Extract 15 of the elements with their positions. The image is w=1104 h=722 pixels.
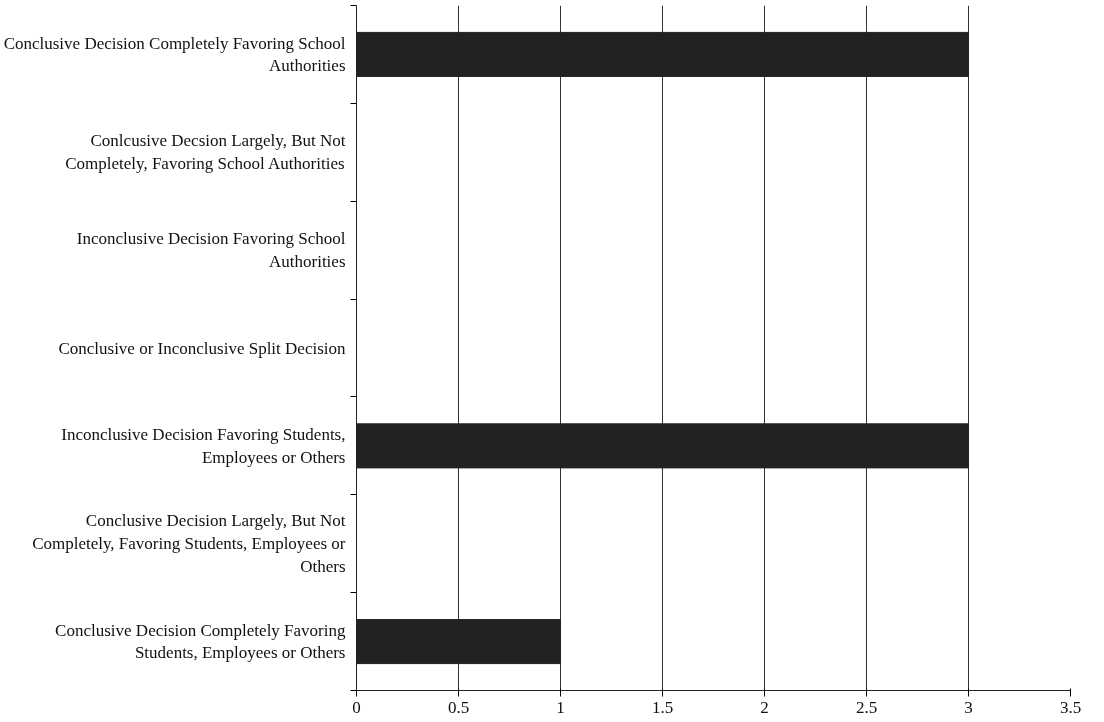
y-tick-label: Conclusive Decision Completely Favoring Students, Employees or Others: [55, 620, 346, 663]
y-tick-label: Conclusive Decision Completely Favoring School Authorities: [3, 33, 346, 76]
x-tick-label: 3: [964, 697, 973, 717]
x-tick-label: 3.5: [1059, 697, 1082, 717]
y-tick-label: Conclusive Decision Largely, But Not Completely, Favoring Students, Employees or Others: [32, 511, 346, 577]
x-tick-label: 2: [760, 697, 769, 717]
y-tick-label: Conlcusive Decsion Largely, But Not Completely, Favoring School Authorities: [65, 131, 346, 174]
x-tick-label: 2.5: [855, 697, 878, 717]
y-tick-label: Inconclusive Decision Favoring School Authorities: [76, 229, 346, 272]
y-tick-label: Conclusive or Inconclusive Split Decision: [58, 338, 346, 358]
x-tick-label: 1: [556, 697, 565, 717]
y-tick-label: Inconclusive Decision Favoring Students, Employees or Others: [61, 424, 346, 467]
x-tick-label: 1.5: [651, 697, 674, 717]
x-tick-label: 0: [352, 697, 361, 717]
x-tick-label: 0.5: [447, 697, 470, 717]
